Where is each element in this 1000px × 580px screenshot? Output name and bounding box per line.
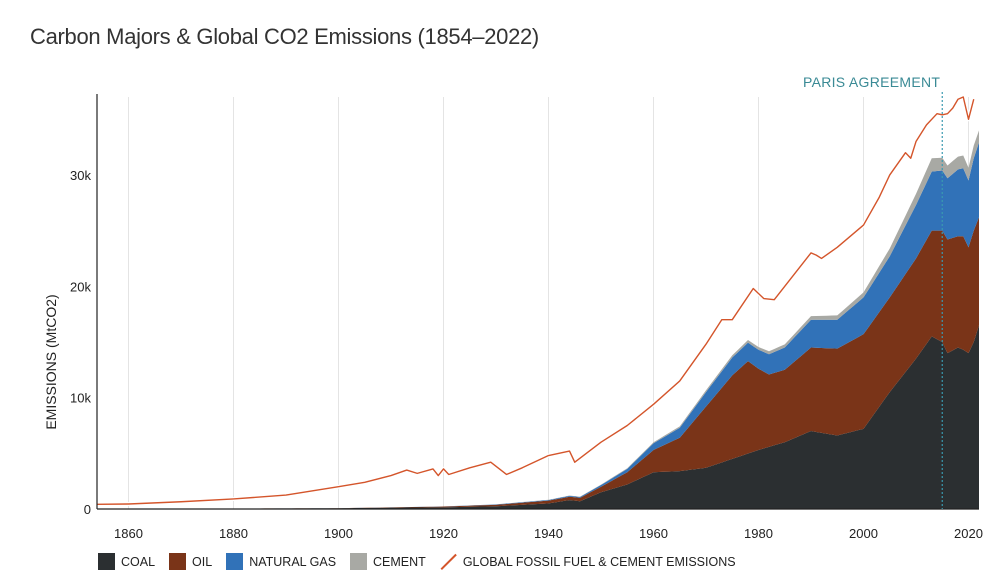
legend-swatch-coal [98,553,115,570]
legend-swatch-oil [169,553,187,570]
x-tick-1980: 1980 [744,526,773,541]
legend-swatch-global [440,553,457,570]
global-emissions-line [96,96,975,506]
x-tick-labels: 1860 1880 1900 1920 1940 1960 1980 2000 2020 [114,526,983,541]
stacked-areas [97,130,979,509]
legend-item-global[interactable]: GLOBAL FOSSIL FUEL & CEMENT EMISSIONS [440,553,736,570]
chart-title: Carbon Majors & Global CO2 Emissions (18… [30,24,539,49]
legend-swatch-gas [226,553,244,570]
legend-item-cement[interactable]: CEMENT [350,553,426,570]
area-oil [97,217,979,509]
x-tick-1860: 1860 [114,526,143,541]
paris-agreement-label: PARIS AGREEMENT [803,74,940,90]
x-tick-1920: 1920 [429,526,458,541]
legend-item-coal[interactable]: COAL [98,553,155,570]
y-axis-label: EMISSIONS (MtCO2) [43,294,59,429]
y-tick-labels: 0 10k 20k 30k [70,168,91,517]
y-tick-0: 0 [84,502,91,517]
legend-item-oil[interactable]: OIL [169,553,212,570]
legend: COAL OIL NATURAL GAS CEMENT GLOBAL FOSSI… [98,553,736,570]
legend-label-gas: NATURAL GAS [249,554,337,569]
x-tick-1960: 1960 [639,526,668,541]
area-coal [97,325,979,509]
axes [96,94,979,510]
y-tick-30k: 30k [70,168,91,183]
legend-item-gas[interactable]: NATURAL GAS [226,553,336,570]
x-tick-1900: 1900 [324,526,353,541]
legend-label-coal: COAL [121,554,156,569]
global-emissions-line-group [96,95,976,507]
x-tick-2020: 2020 [954,526,983,541]
legend-label-global: GLOBAL FOSSIL FUEL & CEMENT EMISSIONS [462,554,736,569]
chart: 1860 1880 1900 1920 1940 1960 1980 2000 2020 0 10… [43,74,983,541]
x-tick-1940: 1940 [534,526,563,541]
y-tick-10k: 10k [70,391,91,406]
x-tick-1880: 1880 [219,526,248,541]
legend-swatch-cement [350,553,368,570]
y-tick-20k: 20k [70,279,91,294]
x-tick-2000: 2000 [849,526,878,541]
legend-label-oil: OIL [192,554,213,569]
legend-label-cement: CEMENT [373,554,426,569]
